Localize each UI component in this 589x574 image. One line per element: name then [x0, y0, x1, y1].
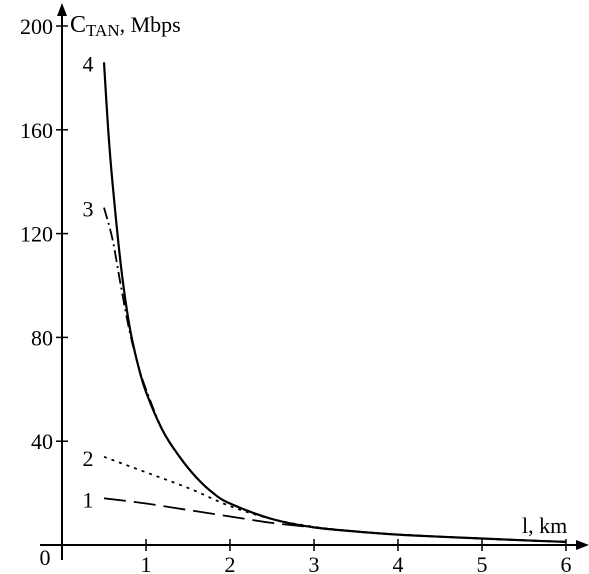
y-axis-title: CTAN, Mbps: [70, 12, 181, 40]
x-tick-label: 5: [477, 552, 488, 574]
x-tick-label: 1: [141, 552, 152, 574]
y-tick-label: 40: [31, 429, 53, 454]
curve-4: [102, 62, 567, 543]
curve-label-3: 3: [83, 197, 94, 222]
y-tick-label: 80: [31, 325, 53, 350]
x-tick-label: 3: [309, 552, 320, 574]
y-axis-title-unit: , Mbps: [120, 12, 181, 37]
x-tick-label: 6: [561, 552, 572, 574]
curve-labels: 1 2 3 4: [83, 51, 94, 512]
x-tick-label: 2: [225, 552, 236, 574]
curve-1: [103, 497, 567, 543]
y-axis-title-main: C: [70, 12, 86, 38]
y-tick-label: 120: [20, 222, 53, 247]
y-tick-label: 200: [20, 14, 53, 39]
curve-label-4: 4: [83, 51, 94, 76]
x-tick-label: 4: [393, 552, 404, 574]
y-tick-label: 160: [20, 118, 53, 143]
curves: [102, 62, 567, 543]
curve-3: [103, 207, 567, 543]
x-axis-arrow: [576, 540, 589, 550]
curve-label-1: 1: [83, 487, 94, 512]
y-axis-arrow: [57, 3, 67, 16]
y-axis-title-subscript: TAN: [86, 21, 120, 40]
origin-label: 0: [40, 545, 51, 570]
x-axis-title: l, km: [522, 513, 567, 538]
curve-label-2: 2: [83, 446, 94, 471]
